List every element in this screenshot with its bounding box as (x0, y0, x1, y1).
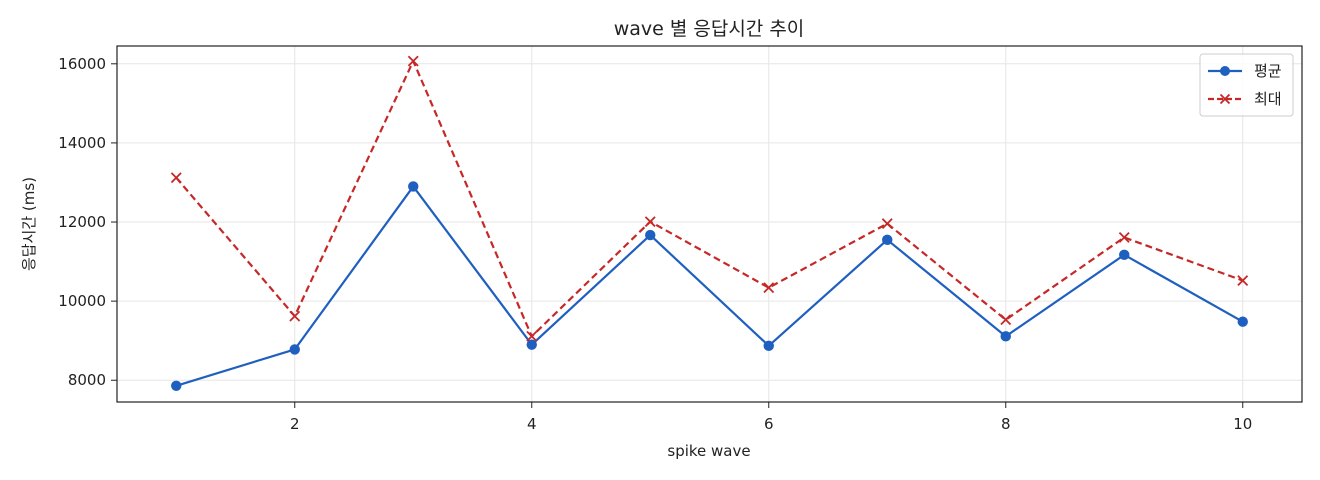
data-point (1119, 249, 1130, 261)
data-point (1237, 316, 1248, 327)
data-point (1000, 314, 1012, 326)
data-point (644, 216, 656, 228)
chart-title: wave 별 응답시간 추이 (614, 18, 805, 40)
x-tick-label: 2 (290, 415, 300, 433)
data-point (1118, 232, 1130, 243)
x-tick-label: 4 (527, 415, 537, 433)
legend-marker (1219, 93, 1231, 105)
y-axis-label: 응답시간 (ms) (20, 177, 38, 271)
data-point (526, 339, 537, 350)
data-point (645, 229, 656, 241)
plot-frame (116, 45, 1303, 403)
legend-label: 최대 (1254, 90, 1282, 108)
grid-lines (117, 46, 1302, 402)
legend-item: 평균 (1208, 62, 1282, 80)
y-tick-label: 16000 (58, 55, 106, 73)
series-line (175, 185, 1244, 387)
y-tick-label: 8000 (68, 371, 106, 389)
series-line (175, 59, 1244, 338)
legend-item: 최대 (1208, 90, 1282, 108)
data-point (1000, 331, 1011, 342)
data-point (526, 330, 538, 342)
data-point (763, 282, 775, 294)
data-point (763, 340, 774, 352)
data-point (882, 234, 893, 246)
x-tick-label: 8 (1001, 415, 1011, 433)
series-layer (170, 55, 1249, 391)
data-point (408, 181, 419, 192)
data-point (171, 380, 182, 391)
y-tick-label: 14000 (58, 134, 106, 152)
x-axis-label: spike wave (667, 442, 750, 460)
legend-label: 평균 (1254, 62, 1282, 80)
axis-ticks: 2 4 6 8 10 8000 10000 12000 14000 16000 (58, 55, 1252, 433)
data-point (881, 218, 893, 230)
x-tick-label: 6 (764, 415, 774, 433)
x-tick-label: 10 (1233, 415, 1252, 433)
data-point (289, 310, 301, 322)
data-point (1237, 275, 1249, 287)
series-2 (170, 55, 1249, 342)
data-point (289, 344, 300, 355)
legend-marker (1220, 66, 1230, 76)
data-point (407, 55, 419, 67)
y-tick-label: 10000 (58, 292, 106, 310)
data-point (170, 172, 182, 184)
series-1 (171, 181, 1248, 391)
y-tick-label: 12000 (58, 213, 106, 231)
